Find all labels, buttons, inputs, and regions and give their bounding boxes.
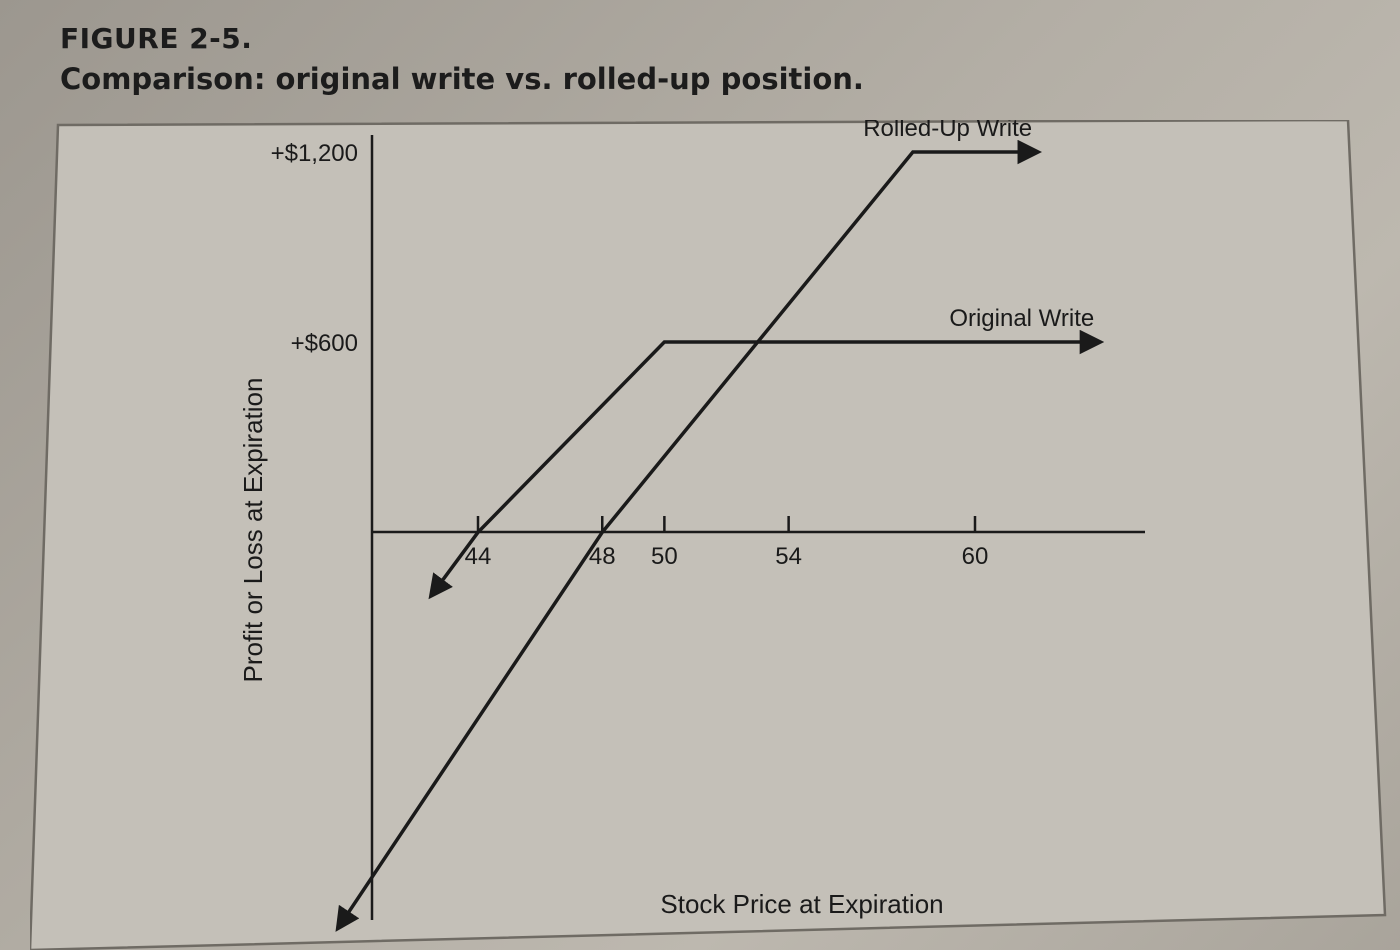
figure-caption: Comparison: original write vs. rolled-up… bbox=[60, 62, 864, 96]
x-tick-label-50: 50 bbox=[651, 543, 678, 570]
x-tick-label-60: 60 bbox=[962, 543, 989, 570]
chart-container: 44 48 50 54 60 +$1,200 +$600 Rolled-Up Write Ori… bbox=[30, 120, 1390, 950]
figure-label: FIGURE 2-5. bbox=[60, 22, 253, 55]
y-axis-title: Profit or Loss at Expiration bbox=[238, 378, 268, 683]
series-line-original-write bbox=[428, 329, 1105, 600]
y-tick-label-600: +$600 bbox=[291, 330, 358, 357]
x-axis-title: Stock Price at Expiration bbox=[660, 889, 943, 919]
series-label-original-write: Original Write bbox=[949, 305, 1094, 332]
chart-frame bbox=[30, 120, 1387, 950]
series-label-rolled-up-write: Rolled-Up Write bbox=[863, 120, 1032, 142]
y-tick-label-1200: +$1,200 bbox=[271, 140, 358, 167]
x-tick-label-54: 54 bbox=[775, 543, 802, 570]
